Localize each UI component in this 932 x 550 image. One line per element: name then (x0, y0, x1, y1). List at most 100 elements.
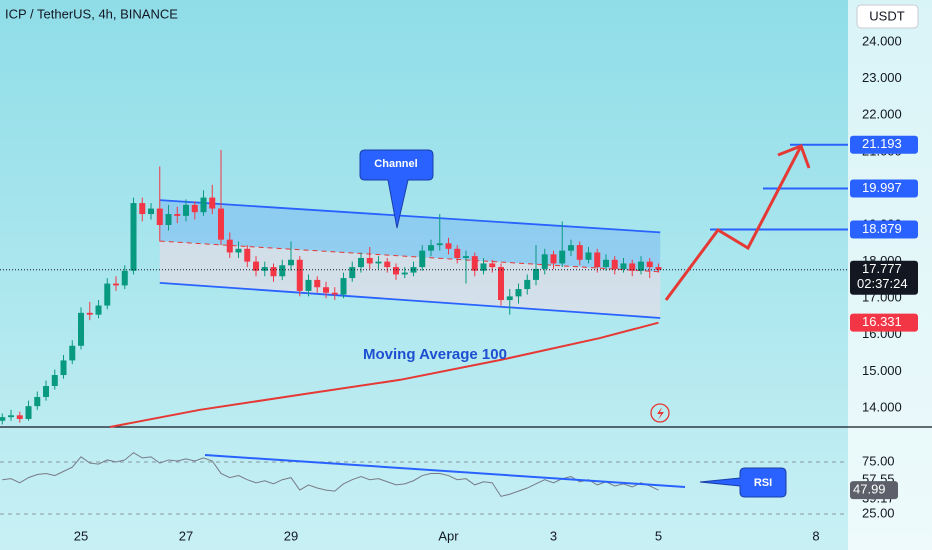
candle-body (226, 239, 233, 253)
candle-body (279, 265, 286, 277)
current-price-label: 17.777 (862, 261, 902, 276)
x-tick-label: 8 (812, 528, 819, 543)
candle-body (34, 396, 41, 407)
candle-body (366, 257, 373, 264)
candle-body (454, 248, 461, 258)
candle-body (95, 305, 102, 315)
candle-body (253, 261, 260, 271)
candle-body (25, 406, 32, 419)
candle-body (629, 263, 636, 271)
candle-body (270, 267, 277, 277)
candle-body (139, 203, 146, 215)
candle-body (559, 250, 566, 264)
x-tick-label: 25 (74, 528, 88, 543)
candle-body (585, 252, 592, 260)
rsi-callout (699, 467, 787, 498)
candle-body (16, 415, 23, 419)
candle-body (349, 267, 356, 279)
candle-body (165, 214, 172, 226)
current-price-tag (850, 260, 918, 295)
candle-body (60, 360, 67, 376)
price-tag (850, 220, 918, 239)
rsi-trendline (204, 454, 686, 488)
candle-body (288, 259, 295, 266)
candle-body (69, 345, 76, 361)
candle-body (148, 208, 155, 215)
price-tag (850, 135, 918, 154)
projection-arrow (664, 147, 802, 301)
candle-body (524, 279, 531, 290)
y-tick-label: 24.000 (862, 34, 902, 49)
candle-body (183, 204, 190, 216)
rsi-tick-label: 75.00 (862, 453, 895, 468)
channel-lower-fill (159, 241, 661, 318)
rsi-tick-label: 25.00 (862, 505, 895, 520)
candle-body (375, 261, 382, 264)
candle-body (314, 279, 321, 288)
rsi-label: RSI (754, 477, 772, 489)
candle-body (497, 267, 504, 301)
candle-body (130, 203, 137, 271)
candle-body (594, 252, 601, 268)
ma-tag-label: 16.331 (862, 314, 902, 329)
candle-body (296, 259, 303, 291)
candle-body (209, 197, 216, 209)
y-tick-label: 14.000 (862, 399, 902, 414)
candle-body (78, 312, 85, 346)
price-tag (850, 179, 918, 198)
y-tick-label: 22.000 (862, 107, 902, 122)
candle-body (121, 270, 128, 286)
candle-body (462, 256, 469, 258)
channel-upper-fill (159, 200, 661, 272)
candle-body (331, 292, 338, 295)
candle-body (323, 287, 330, 293)
channel-label: Channel (374, 158, 417, 170)
candle-body (86, 312, 93, 315)
candle-body (8, 415, 15, 418)
alert-bolt (657, 407, 664, 420)
candle-body (655, 267, 662, 270)
candle-body (51, 375, 58, 387)
x-tick-label: 5 (655, 528, 662, 543)
rsi-line (2, 452, 659, 497)
ma-label: Moving Average 100 (363, 346, 507, 363)
candle-body (445, 243, 452, 249)
price-tag-label: 21.193 (862, 136, 902, 151)
candle-body (506, 296, 513, 301)
candle-body (480, 263, 487, 271)
candle-body (576, 245, 583, 260)
currency-box[interactable] (856, 4, 919, 29)
candle-body (200, 197, 207, 213)
candle-body (550, 254, 557, 264)
candle-body (358, 257, 365, 268)
candle-body (235, 248, 242, 253)
ma-tag (850, 313, 918, 332)
axis-layer: 25 27 29 Apr 3 5 814.00015.00016.00017.00018.0… (74, 34, 918, 543)
channel-upper (159, 199, 661, 234)
price-tag-label: 18.879 (862, 221, 902, 236)
candle-body (104, 283, 111, 306)
x-tick-label: 27 (179, 528, 193, 543)
candle-body (567, 245, 574, 251)
price-tag-label: 19.997 (862, 180, 902, 195)
channel-callout (359, 149, 434, 229)
channel-middle (159, 240, 661, 273)
candle-body (489, 263, 496, 268)
candle-body (261, 267, 268, 271)
alert-icon[interactable] (650, 403, 670, 423)
x-tick-label: 3 (550, 528, 557, 543)
candle-body (611, 259, 618, 269)
candle-body (602, 259, 609, 268)
annotations: Channel Moving Average 100 RSI (204, 144, 811, 498)
arrow-head (777, 144, 811, 169)
candle-body (174, 214, 181, 216)
x-tick-label: Apr (438, 528, 459, 543)
chart-title: ICP / TetherUS, 4h, BINANCE (5, 6, 178, 21)
x-tick-label: 29 (284, 528, 298, 543)
candle-body (419, 250, 426, 268)
candle-body (156, 208, 163, 226)
candle-body (401, 272, 408, 275)
ma-line (109, 321, 659, 428)
currency-label: USDT (869, 8, 904, 23)
